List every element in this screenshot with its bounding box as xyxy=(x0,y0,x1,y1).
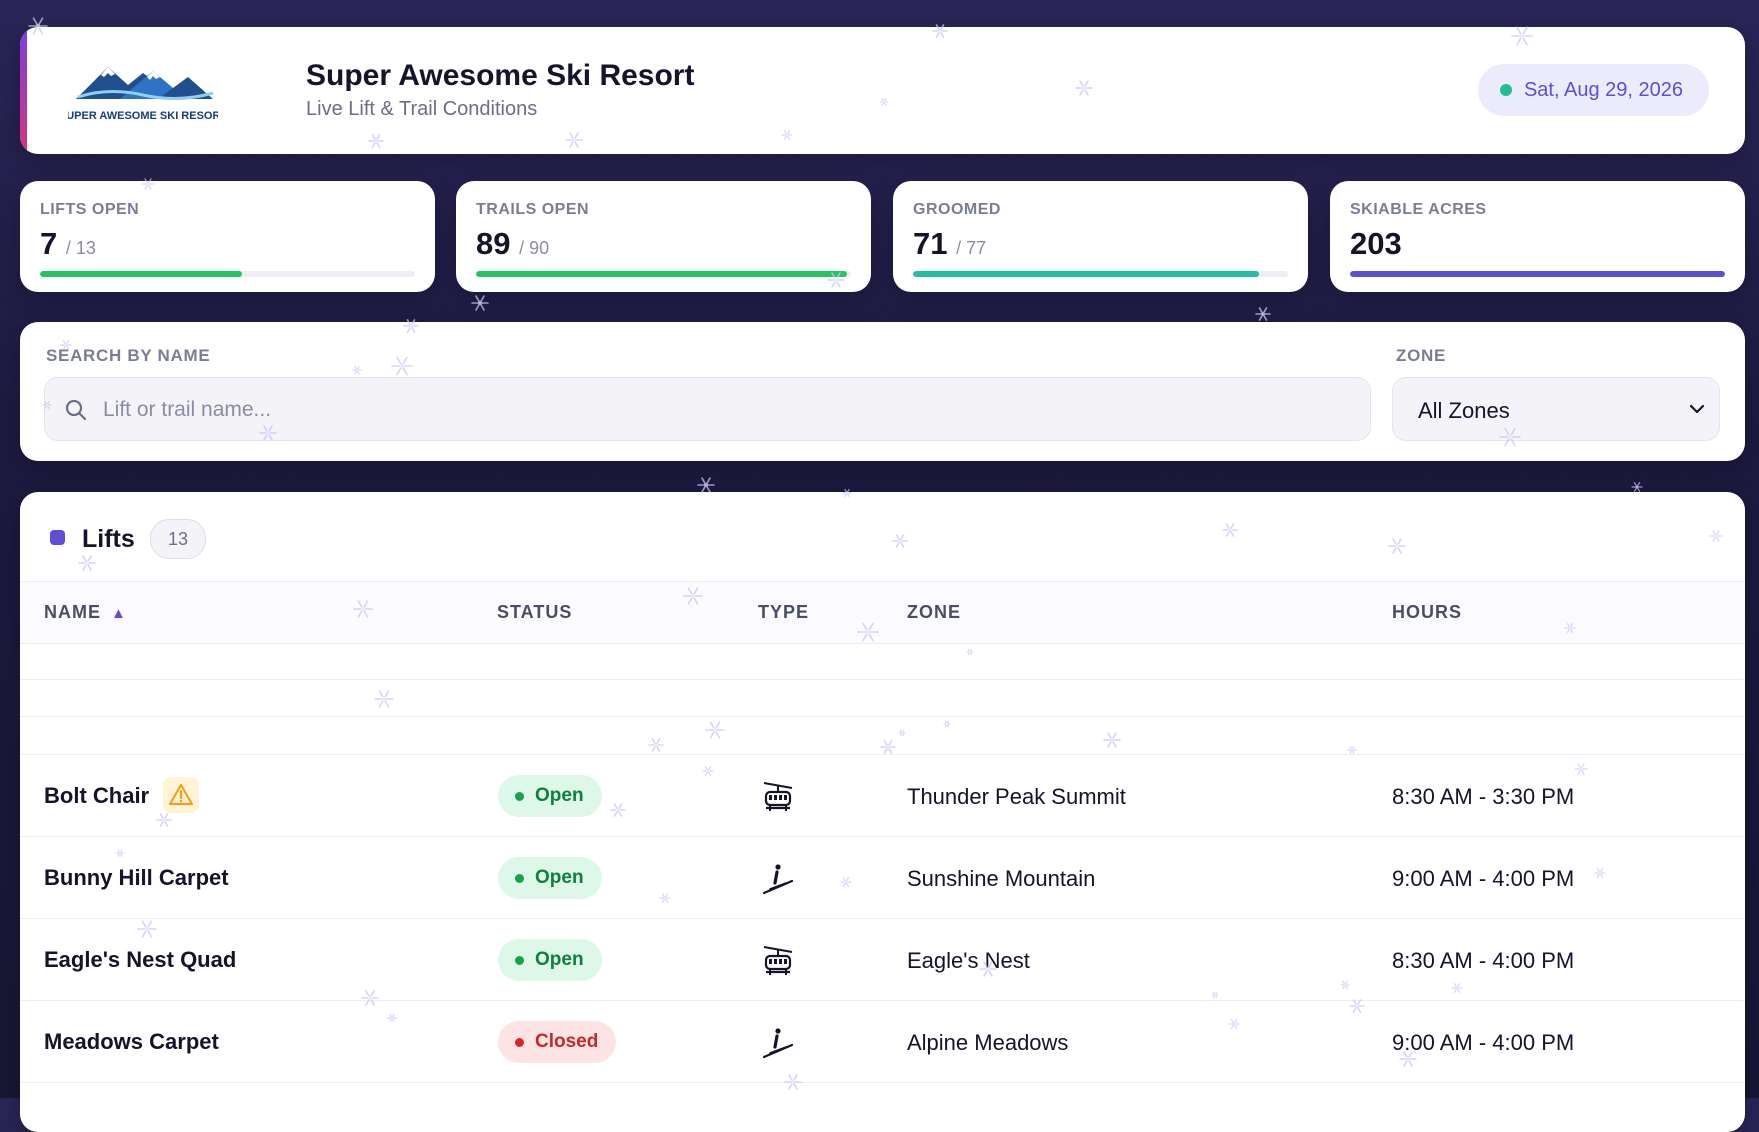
stat-progress-bar xyxy=(40,271,415,277)
stat-total: / 77 xyxy=(956,238,987,258)
status-dot xyxy=(515,874,524,883)
search-label: SEARCH BY NAME xyxy=(46,346,211,365)
column-header-type[interactable]: TYPE xyxy=(758,602,810,622)
stat-total: / 13 xyxy=(65,238,96,258)
column-label: NAME xyxy=(44,602,101,622)
stat-value: 203 xyxy=(1350,226,1402,261)
search-icon xyxy=(65,399,87,421)
status-text: Open xyxy=(535,949,584,970)
lift-zone: Sunshine Mountain xyxy=(907,866,1096,891)
table-row[interactable]: Bunny Hill Carpet Open Sunshine Mountain… xyxy=(20,837,1745,919)
stat-progress-bar xyxy=(913,271,1288,277)
lift-zone: Thunder Peak Summit xyxy=(907,784,1126,809)
stat-progress-bar xyxy=(1350,271,1725,277)
stat-label: TRAILS OPEN xyxy=(476,201,590,218)
column-header-name[interactable]: NAME ▲ xyxy=(44,602,127,623)
status-text: Open xyxy=(535,867,584,888)
search-field[interactable] xyxy=(44,377,1371,442)
lift-name: Bunny Hill Carpet xyxy=(44,865,229,890)
status-dot xyxy=(515,956,524,965)
svg-text:SUPER AWESOME SKI RESORT: SUPER AWESOME SKI RESORT xyxy=(68,110,218,122)
table-row[interactable]: Eagle's Nest Quad Open Eagle's Nest 8:30… xyxy=(20,919,1745,1001)
snowflake-icon xyxy=(1255,307,1271,321)
status-dot xyxy=(515,1038,524,1047)
status-badge: Closed xyxy=(498,1021,617,1063)
stat-progress-fill xyxy=(1350,271,1725,277)
lift-name: Eagle's Nest Quad xyxy=(44,947,237,972)
stat-card-skiable-acres: SKIABLE ACRES 203 xyxy=(1330,181,1745,292)
warning-icon[interactable] xyxy=(163,777,199,813)
column-header-hours[interactable]: HOURS xyxy=(1392,602,1463,622)
empty-row xyxy=(20,717,1745,755)
date-badge: Sat, Aug 29, 2026 xyxy=(1477,64,1709,116)
table-row[interactable] xyxy=(20,1083,1745,1132)
lift-hours: 8:30 AM - 3:30 PM xyxy=(1392,784,1575,809)
status-text: Closed xyxy=(535,1031,599,1052)
count-badge: 13 xyxy=(150,519,206,559)
lift-zone: Eagle's Nest xyxy=(907,948,1030,973)
stat-total: / 90 xyxy=(519,238,550,258)
date-text: Sat, Aug 29, 2026 xyxy=(1523,79,1683,101)
table-row[interactable]: Meadows Carpet Closed Alpine Meadows 9:0… xyxy=(20,1001,1745,1083)
table-header: NAME ▲ STATUS TYPE ZONE HOURS xyxy=(20,581,1745,644)
lifts-section: Lifts 13 NAME ▲ STATUS TYPE ZONE HOURS B… xyxy=(20,492,1745,1132)
status-badge: Open xyxy=(498,939,602,981)
zone-label: ZONE xyxy=(1396,346,1447,365)
chairlift-icon xyxy=(763,782,793,811)
stat-card-groomed: GROOMED 71 / 77 xyxy=(893,181,1308,292)
status-badge: Open xyxy=(498,775,602,817)
lift-hours: 8:30 AM - 4:00 PM xyxy=(1392,948,1575,973)
lift-hours: 9:00 AM - 4:00 PM xyxy=(1392,866,1575,891)
snowflake-icon xyxy=(697,477,715,493)
table-row[interactable]: Bolt Chair Open Thunder Peak Summit 8:30… xyxy=(20,755,1745,837)
column-header-status[interactable]: STATUS xyxy=(497,602,573,622)
status-text: Open xyxy=(535,785,584,806)
stat-progress-bar xyxy=(476,271,851,277)
magic-carpet-icon xyxy=(762,864,794,895)
section-marker xyxy=(50,530,65,545)
stat-card-trails-open: TRAILS OPEN 89 / 90 xyxy=(456,181,871,292)
search-input[interactable] xyxy=(101,378,1345,442)
stat-value: 71 xyxy=(913,226,948,261)
stat-progress-fill xyxy=(913,271,1259,277)
lift-zone: Alpine Meadows xyxy=(907,1030,1069,1055)
column-header-zone[interactable]: ZONE xyxy=(907,602,962,622)
zone-select-value: All Zones xyxy=(1418,398,1510,423)
empty-row xyxy=(20,680,1745,717)
filter-card: SEARCH BY NAME ZONE All Zones xyxy=(20,322,1745,461)
header-card: SUPER AWESOME SKI RESORT Super Awesome S… xyxy=(20,27,1745,154)
stat-label: GROOMED xyxy=(913,201,1001,218)
stat-label: LIFTS OPEN xyxy=(40,201,140,218)
empty-row xyxy=(20,642,1745,680)
page-title: Super Awesome Ski Resort xyxy=(306,59,695,92)
lift-name: Bolt Chair xyxy=(44,783,150,808)
section-title: Lifts xyxy=(82,525,135,553)
snowflake-icon xyxy=(471,295,489,311)
stat-label: SKIABLE ACRES xyxy=(1350,201,1487,218)
status-dot xyxy=(515,792,524,801)
status-badge: Open xyxy=(498,857,602,899)
sort-ascending-icon: ▲ xyxy=(111,605,127,622)
page-subtitle: Live Lift & Trail Conditions xyxy=(306,98,538,120)
stat-progress-fill xyxy=(40,271,242,277)
lift-hours: 9:00 AM - 4:00 PM xyxy=(1392,1030,1575,1055)
zone-select[interactable]: All Zones xyxy=(1392,377,1720,441)
stat-progress-fill xyxy=(476,271,847,277)
chairlift-icon xyxy=(763,946,793,975)
stat-card-lifts-open: LIFTS OPEN 7 / 13 xyxy=(20,181,435,292)
resort-logo: SUPER AWESOME SKI RESORT xyxy=(68,67,218,122)
snowflake-icon xyxy=(1631,482,1643,492)
live-status-dot xyxy=(1499,84,1512,96)
chevron-down-icon xyxy=(1689,404,1705,414)
header-accent-bar xyxy=(20,27,27,154)
magic-carpet-icon xyxy=(762,1028,794,1059)
stat-value: 7 xyxy=(40,226,58,261)
lift-name: Meadows Carpet xyxy=(44,1029,219,1054)
stat-value: 89 xyxy=(476,226,511,261)
